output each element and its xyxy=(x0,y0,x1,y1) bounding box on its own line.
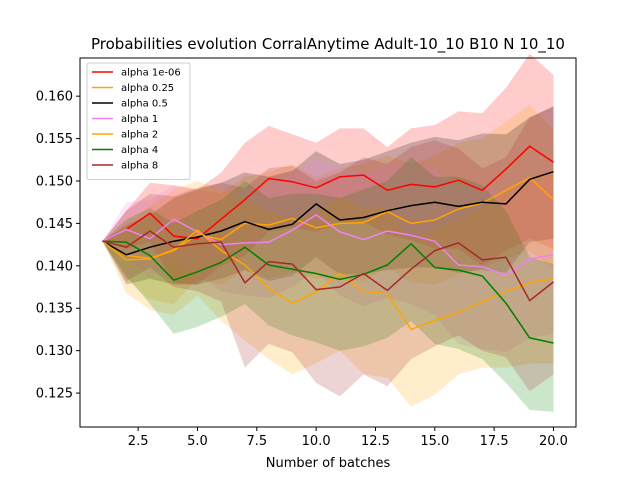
series-band-3 xyxy=(102,159,554,353)
x-tick-label: 5.0 xyxy=(187,434,208,449)
x-tick-label: 10.0 xyxy=(302,434,331,449)
series-band-6 xyxy=(102,106,554,397)
y-tick-label: 0.155 xyxy=(36,132,73,147)
x-tick-label: 7.5 xyxy=(246,434,267,449)
x-tick-label: 2.5 xyxy=(128,434,149,449)
x-axis: 2.5 5.0 7.5 10.0 12.5 15.0 17.5 20.0 xyxy=(128,427,568,449)
x-tick-label: 15.0 xyxy=(420,434,449,449)
x-axis-label: Number of batches xyxy=(266,456,391,471)
plot-frame xyxy=(79,57,577,428)
series-line-6 xyxy=(102,230,554,302)
series-band-0 xyxy=(102,53,554,285)
confidence-bands xyxy=(102,53,554,412)
y-tick-label: 0.160 xyxy=(36,90,73,105)
series-band-4 xyxy=(102,172,554,407)
legend-box xyxy=(86,62,191,180)
y-tick-label: 0.125 xyxy=(36,387,73,402)
y-tick-label: 0.140 xyxy=(36,259,73,274)
legend-label-6: alpha 8 xyxy=(121,161,158,172)
legend-label-0: alpha 1e-06 xyxy=(121,68,181,79)
x-tick-label: 12.5 xyxy=(361,434,390,449)
legend-label-2: alpha 0.5 xyxy=(121,99,168,110)
x-tick-label: 17.5 xyxy=(480,434,509,449)
series-line-0 xyxy=(102,145,554,242)
series-lines xyxy=(102,145,555,344)
series-line-1 xyxy=(102,176,555,259)
series-band-2 xyxy=(102,106,554,285)
series-band-1 xyxy=(102,104,554,304)
y-tick-label: 0.130 xyxy=(36,344,73,359)
chart-title: Probabilities evolution CorralAnytime Ad… xyxy=(91,35,565,54)
series-line-5 xyxy=(102,240,554,344)
legend-label-3: alpha 1 xyxy=(121,114,158,125)
series-band-5 xyxy=(102,157,554,412)
legend-label-1: alpha 0.25 xyxy=(121,83,174,94)
y-tick-label: 0.150 xyxy=(36,175,73,190)
series-line-3 xyxy=(102,214,554,276)
legend: alpha 1e-06 alpha 0.25 alpha 0.5 alpha 1 alp… xyxy=(86,62,191,180)
y-axis: 0.125 0.130 0.135 0.140 0.145 0.150 0.155 0.160 xyxy=(36,90,80,402)
y-tick-label: 0.145 xyxy=(36,217,73,232)
legend-label-5: alpha 4 xyxy=(121,145,158,156)
x-tick-label: 20.0 xyxy=(539,434,568,449)
legend-label-4: alpha 2 xyxy=(121,130,158,141)
series-line-2 xyxy=(102,170,554,256)
y-tick-label: 0.135 xyxy=(36,302,73,317)
